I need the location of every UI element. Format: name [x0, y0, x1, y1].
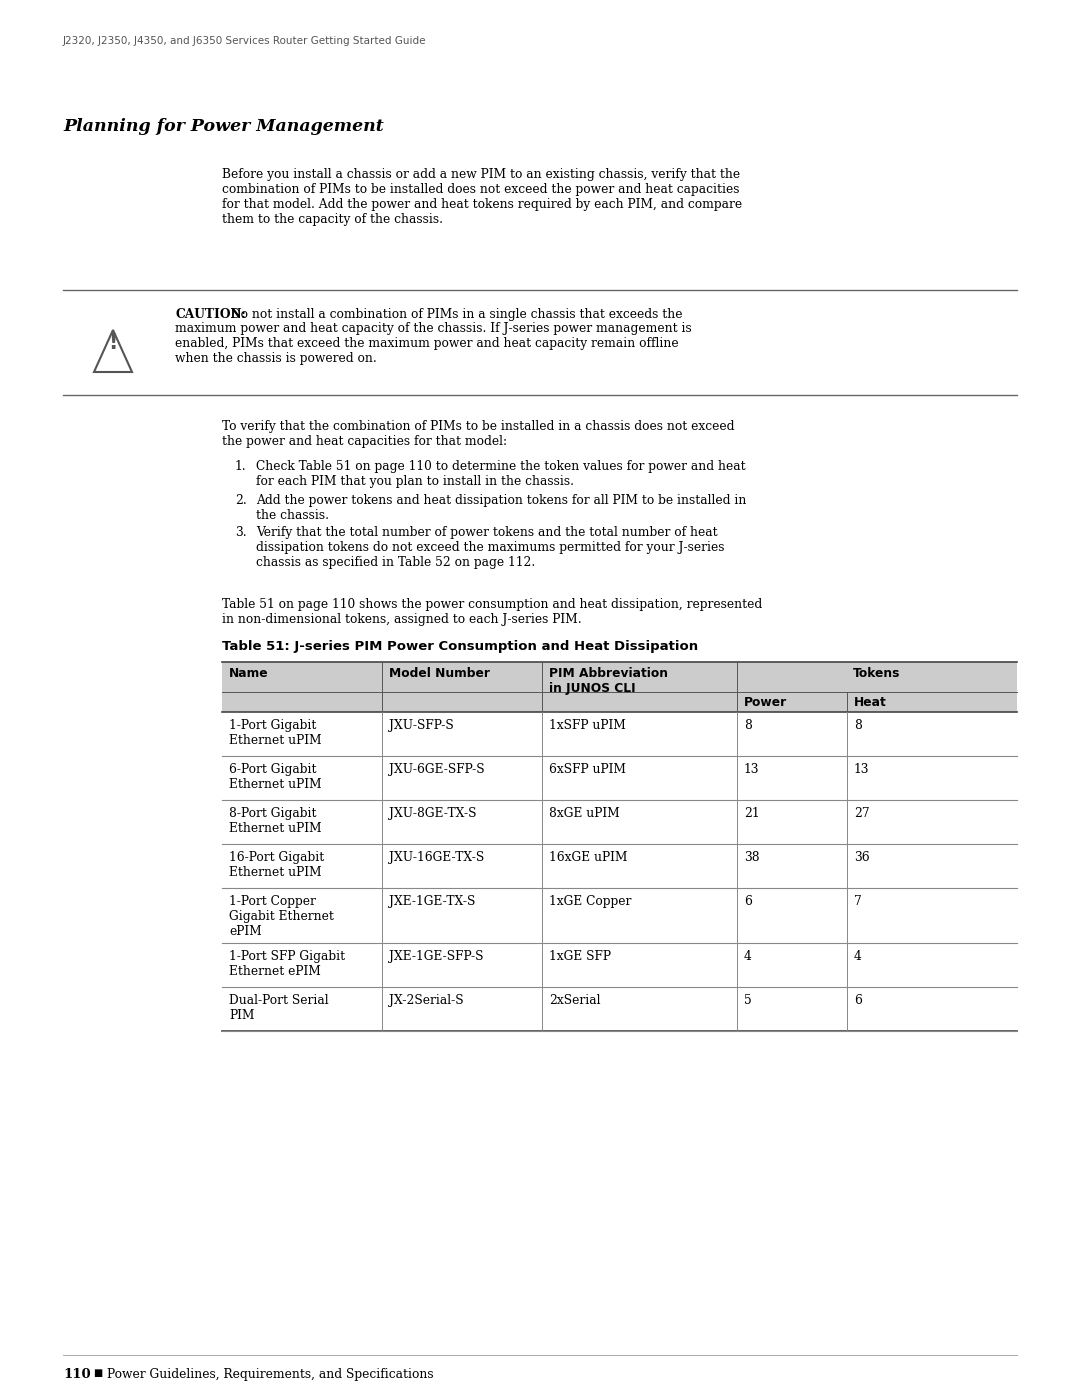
Text: Add the power tokens and heat dissipation tokens for all PIM to be installed in
: Add the power tokens and heat dissipatio… [256, 495, 746, 522]
Text: 1xSFP uPIM: 1xSFP uPIM [549, 719, 626, 732]
Text: maximum power and heat capacity of the chassis. If J-series power management is
: maximum power and heat capacity of the c… [175, 321, 692, 365]
Text: Table 51: J-series PIM Power Consumption and Heat Dissipation: Table 51: J-series PIM Power Consumption… [222, 640, 698, 652]
Text: Check Table 51 on page 110 to determine the token values for power and heat
for : Check Table 51 on page 110 to determine … [256, 460, 745, 488]
Text: 7: 7 [854, 895, 862, 908]
Text: 16-Port Gigabit
Ethernet uPIM: 16-Port Gigabit Ethernet uPIM [229, 851, 324, 879]
Text: 5: 5 [744, 995, 752, 1007]
Text: Name: Name [229, 666, 269, 680]
Text: PIM Abbreviation
in JUNOS CLI: PIM Abbreviation in JUNOS CLI [549, 666, 669, 694]
Text: Power: Power [744, 696, 787, 710]
Text: 1-Port Copper
Gigabit Ethernet
ePIM: 1-Port Copper Gigabit Ethernet ePIM [229, 895, 334, 937]
Text: 1xGE Copper: 1xGE Copper [549, 895, 632, 908]
Text: 6-Port Gigabit
Ethernet uPIM: 6-Port Gigabit Ethernet uPIM [229, 763, 322, 791]
Text: 1.: 1. [235, 460, 246, 474]
Text: 6xSFP uPIM: 6xSFP uPIM [549, 763, 626, 775]
Text: 36: 36 [854, 851, 869, 863]
Text: 13: 13 [744, 763, 759, 775]
Text: JXU-8GE-TX-S: JXU-8GE-TX-S [389, 807, 476, 820]
Text: 6: 6 [854, 995, 862, 1007]
Text: 21: 21 [744, 807, 759, 820]
Bar [222, 662, 1017, 712]
Text: 8: 8 [744, 719, 752, 732]
Text: Tokens: Tokens [853, 666, 901, 680]
Text: Do not install a combination of PIMs in a single chassis that exceeds the: Do not install a combination of PIMs in … [227, 307, 683, 321]
Text: 4: 4 [854, 950, 862, 963]
Text: 4: 4 [744, 950, 752, 963]
Text: 110: 110 [63, 1368, 91, 1382]
Text: 2xSerial: 2xSerial [549, 995, 600, 1007]
Text: 2.: 2. [235, 495, 246, 507]
Text: 1-Port SFP Gigabit
Ethernet ePIM: 1-Port SFP Gigabit Ethernet ePIM [229, 950, 346, 978]
Text: 27: 27 [854, 807, 869, 820]
Text: Power Guidelines, Requirements, and Specifications: Power Guidelines, Requirements, and Spec… [107, 1368, 434, 1382]
Text: 3.: 3. [235, 527, 246, 539]
Text: 8-Port Gigabit
Ethernet uPIM: 8-Port Gigabit Ethernet uPIM [229, 807, 322, 835]
Text: JXE-1GE-SFP-S: JXE-1GE-SFP-S [389, 950, 484, 963]
Text: JXU-6GE-SFP-S: JXU-6GE-SFP-S [389, 763, 485, 775]
Text: Table 51 on page 110 shows the power consumption and heat dissipation, represent: Table 51 on page 110 shows the power con… [222, 598, 762, 626]
Text: !: ! [108, 334, 118, 353]
Text: 16xGE uPIM: 16xGE uPIM [549, 851, 627, 863]
Text: JX-2Serial-S: JX-2Serial-S [389, 995, 463, 1007]
Text: JXE-1GE-TX-S: JXE-1GE-TX-S [389, 895, 475, 908]
Text: 38: 38 [744, 851, 759, 863]
Text: 13: 13 [854, 763, 869, 775]
Text: To verify that the combination of PIMs to be installed in a chassis does not exc: To verify that the combination of PIMs t… [222, 420, 734, 448]
Text: Heat: Heat [854, 696, 887, 710]
Text: 1-Port Gigabit
Ethernet uPIM: 1-Port Gigabit Ethernet uPIM [229, 719, 322, 747]
Text: Planning for Power Management: Planning for Power Management [63, 117, 383, 136]
Text: Dual-Port Serial
PIM: Dual-Port Serial PIM [229, 995, 328, 1023]
Text: CAUTION:: CAUTION: [175, 307, 246, 321]
Text: JXU-16GE-TX-S: JXU-16GE-TX-S [389, 851, 484, 863]
Text: J2320, J2350, J4350, and J6350 Services Router Getting Started Guide: J2320, J2350, J4350, and J6350 Services … [63, 36, 427, 46]
Text: 6: 6 [744, 895, 752, 908]
Text: Before you install a chassis or add a new PIM to an existing chassis, verify tha: Before you install a chassis or add a ne… [222, 168, 742, 226]
Text: 8: 8 [854, 719, 862, 732]
Text: ■: ■ [93, 1368, 103, 1377]
Text: 1xGE SFP: 1xGE SFP [549, 950, 611, 963]
Text: Model Number: Model Number [389, 666, 490, 680]
Text: Verify that the total number of power tokens and the total number of heat
dissip: Verify that the total number of power to… [256, 527, 725, 569]
Text: 8xGE uPIM: 8xGE uPIM [549, 807, 620, 820]
Text: JXU-SFP-S: JXU-SFP-S [389, 719, 454, 732]
